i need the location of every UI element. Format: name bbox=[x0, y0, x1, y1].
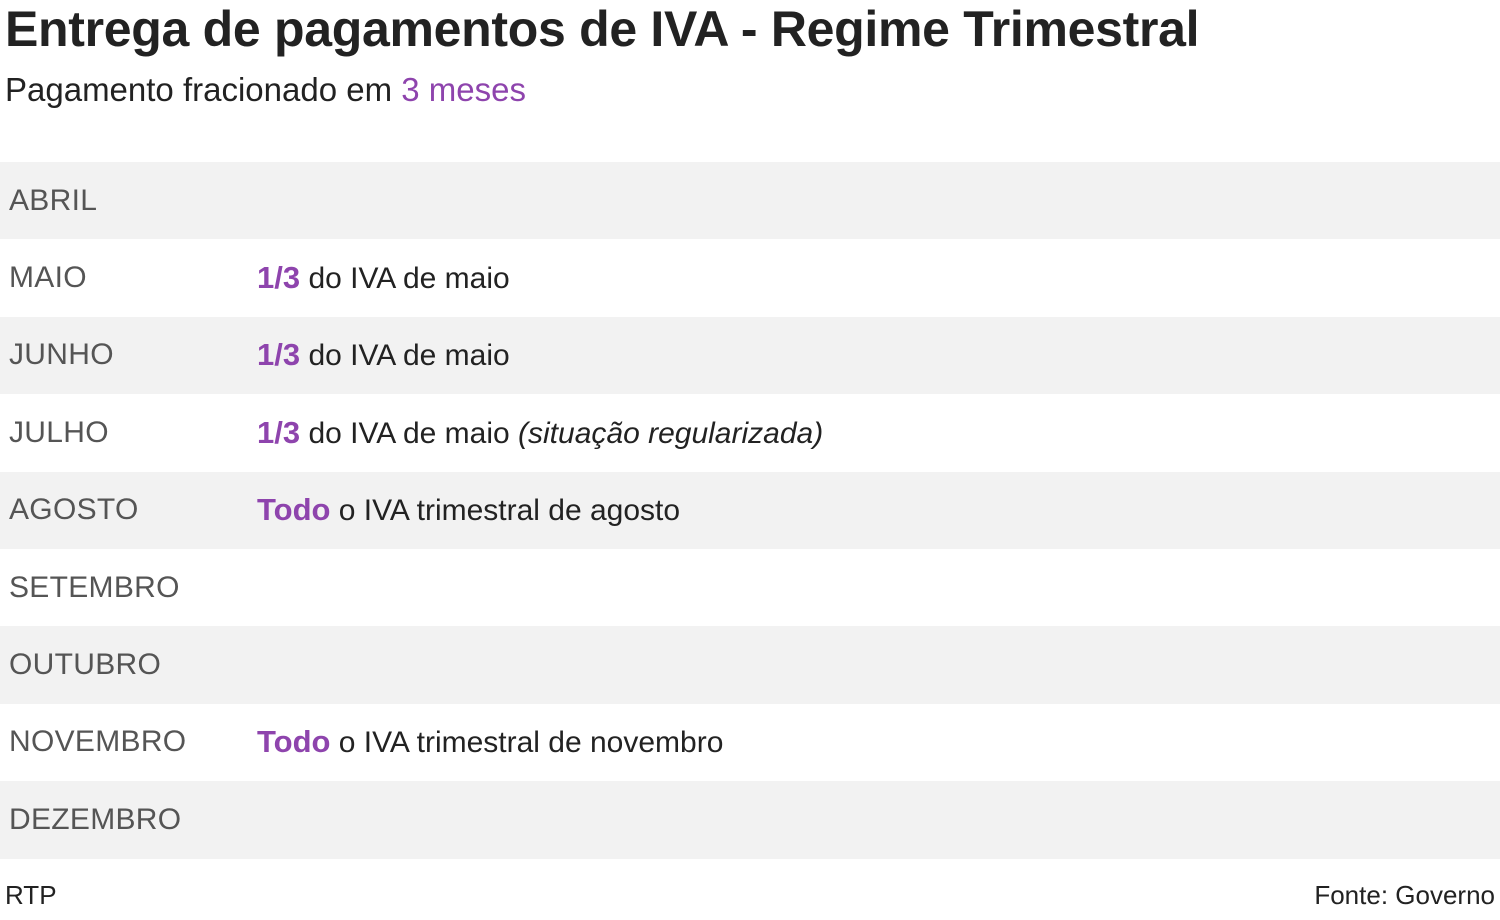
table-row: NOVEMBRO Todo o IVA trimestral de novemb… bbox=[0, 703, 1500, 782]
table-row: JUNHO 1/3 do IVA de maio bbox=[0, 316, 1500, 395]
payment-description: Todo o IVA trimestral de agosto bbox=[257, 492, 680, 528]
table-row: DEZEMBRO bbox=[0, 781, 1500, 859]
page-title: Entrega de pagamentos de IVA - Regime Tr… bbox=[5, 1, 1200, 57]
payment-description: 1/3 do IVA de maio bbox=[257, 337, 510, 373]
month-label: ABRIL bbox=[9, 183, 98, 217]
payment-highlight: 1/3 bbox=[257, 414, 301, 450]
payment-highlight: 1/3 bbox=[257, 260, 301, 296]
month-label: OUTUBRO bbox=[9, 648, 162, 682]
table-row: SETEMBRO bbox=[0, 548, 1500, 627]
subtitle-prefix: Pagamento fracionado em bbox=[5, 71, 402, 108]
footer: RTP Fonte: Governo bbox=[0, 874, 1500, 914]
table-row: OUTUBRO bbox=[0, 626, 1500, 704]
subtitle: Pagamento fracionado em 3 meses bbox=[5, 70, 1495, 110]
payment-text: do IVA de maio bbox=[300, 416, 519, 450]
month-label: NOVEMBRO bbox=[9, 725, 187, 759]
payment-description: 1/3 do IVA de maio (situação regularizad… bbox=[257, 415, 823, 451]
payment-description: Todo o IVA trimestral de novembro bbox=[257, 724, 723, 760]
subtitle-highlight: 3 meses bbox=[401, 71, 526, 108]
payment-note: (situação regularizada) bbox=[518, 416, 824, 450]
month-label: JUNHO bbox=[9, 338, 114, 372]
month-label: MAIO bbox=[9, 261, 87, 295]
source-label: Fonte: Governo bbox=[1314, 880, 1495, 910]
table-row: ABRIL bbox=[0, 162, 1500, 240]
month-label: AGOSTO bbox=[9, 493, 139, 527]
payment-highlight: Todo bbox=[257, 492, 331, 528]
month-label: DEZEMBRO bbox=[9, 802, 182, 836]
payment-description: 1/3 do IVA de maio bbox=[257, 260, 510, 296]
month-label: SETEMBRO bbox=[9, 570, 180, 604]
payment-text: do IVA de maio bbox=[300, 339, 510, 373]
header: Entrega de pagamentos de IVA - Regime Tr… bbox=[5, 0, 1495, 110]
payment-text: o IVA trimestral de agosto bbox=[330, 494, 681, 528]
month-label: JULHO bbox=[9, 415, 109, 449]
table-row: JULHO 1/3 do IVA de maio (situação regul… bbox=[0, 394, 1500, 472]
payment-text: o IVA trimestral de novembro bbox=[330, 726, 724, 760]
table-row: MAIO 1/3 do IVA de maio bbox=[0, 239, 1500, 317]
payment-text: do IVA de maio bbox=[300, 262, 510, 296]
table-row: AGOSTO Todo o IVA trimestral de agosto bbox=[0, 471, 1500, 549]
payment-highlight: Todo bbox=[257, 724, 331, 760]
credit-label: RTP bbox=[5, 880, 57, 910]
payment-schedule-table: ABRIL MAIO 1/3 do IVA de maio JUNHO 1/3 … bbox=[0, 162, 1500, 859]
payment-highlight: 1/3 bbox=[257, 337, 301, 373]
